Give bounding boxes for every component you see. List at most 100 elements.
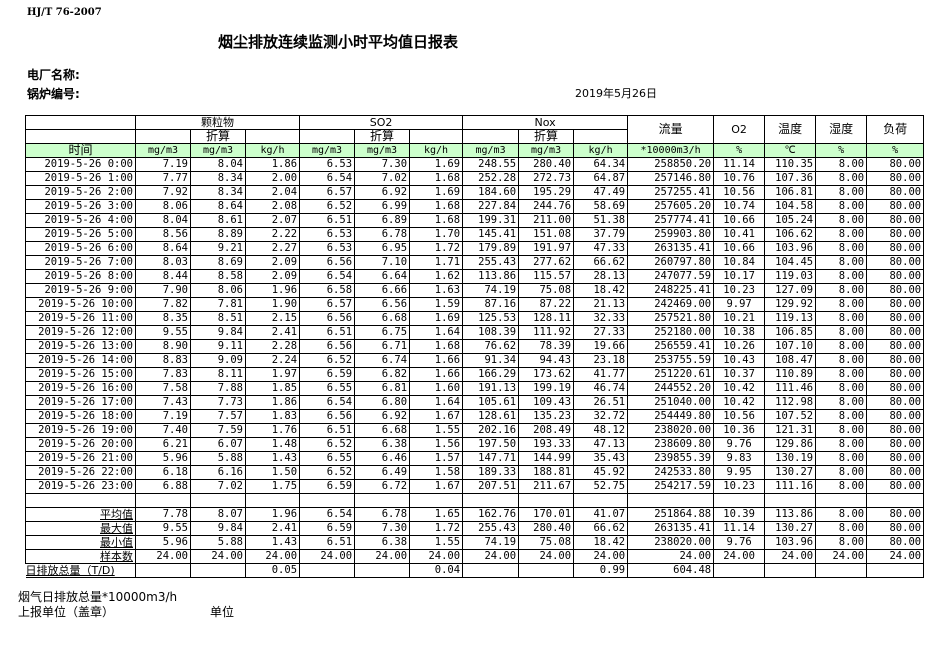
value-cell: 7.82 xyxy=(135,297,191,312)
value-cell: 8.00 xyxy=(815,395,868,410)
value-cell: 8.51 xyxy=(190,311,246,326)
value-cell: 32.33 xyxy=(573,311,629,326)
value-cell: 75.08 xyxy=(518,535,575,550)
value-cell: 5.88 xyxy=(190,451,246,466)
value-cell: 24.00 xyxy=(135,549,191,564)
value-cell: 10.66 xyxy=(713,213,766,228)
header-converted: 折算 xyxy=(518,129,575,144)
value-cell: 0.05 xyxy=(244,563,301,578)
value-cell: 1.75 xyxy=(244,479,301,494)
value-cell: 6.07 xyxy=(190,437,246,452)
value-cell: 107.10 xyxy=(764,339,817,354)
value-cell: 130.27 xyxy=(764,521,817,536)
value-cell: 1.69 xyxy=(409,185,464,200)
value-cell: 8.00 xyxy=(815,325,868,340)
value-cell: 6.71 xyxy=(354,339,411,354)
value-cell: 8.58 xyxy=(190,269,246,284)
value-cell: 94.43 xyxy=(518,353,575,368)
value-cell: 1.57 xyxy=(409,451,464,466)
table-row: 2019-5-26 6:00 8.64 9.21 2.27 6.53 6.95 1.72 17… xyxy=(25,241,925,256)
value-cell: 7.92 xyxy=(135,185,191,200)
value-cell: 1.66 xyxy=(409,367,464,382)
value-cell: 8.03 xyxy=(135,255,191,270)
header-blank xyxy=(25,115,136,130)
value-cell: 24.00 xyxy=(866,549,925,564)
value-cell: 6.18 xyxy=(135,465,191,480)
value-cell: 37.79 xyxy=(573,227,629,242)
table-row: 2019-5-26 2:00 7.92 8.34 2.04 6.57 6.92 1.69 18… xyxy=(25,185,925,200)
value-cell: 8.00 xyxy=(815,465,868,480)
value-cell: 7.59 xyxy=(190,423,246,438)
value-cell: 1.68 xyxy=(409,339,464,354)
value-cell: 1.83 xyxy=(244,409,301,424)
value-cell: 166.29 xyxy=(462,367,520,382)
value-cell: 26.51 xyxy=(573,395,629,410)
value-cell: 263135.41 xyxy=(627,241,715,256)
empty-cell xyxy=(244,493,301,508)
value-cell: 8.64 xyxy=(190,199,246,214)
value-cell: 80.00 xyxy=(866,199,925,214)
value-cell: 6.75 xyxy=(354,325,411,340)
value-cell: 80.00 xyxy=(866,297,925,312)
flue-gas-total-label: 烟气日排放总量*10000m3/h xyxy=(18,590,178,604)
value-cell: 252.28 xyxy=(462,171,520,186)
value-cell: 189.33 xyxy=(462,465,520,480)
value-cell: 6.57 xyxy=(299,185,356,200)
value-cell: 6.16 xyxy=(190,465,246,480)
unit-cell: % xyxy=(815,143,868,158)
value-cell: 7.10 xyxy=(354,255,411,270)
value-cell: 46.74 xyxy=(573,381,629,396)
value-cell: 80.00 xyxy=(866,227,925,242)
value-cell: 8.00 xyxy=(815,255,868,270)
value-cell: 6.72 xyxy=(354,479,411,494)
value-cell: 8.90 xyxy=(135,339,191,354)
value-cell: 119.13 xyxy=(764,311,817,326)
value-cell: 24.00 xyxy=(573,549,629,564)
empty-cell xyxy=(354,493,411,508)
value-cell: 80.00 xyxy=(866,465,925,480)
value-cell: 8.35 xyxy=(135,311,191,326)
value-cell: 80.00 xyxy=(866,423,925,438)
value-cell: 6.58 xyxy=(299,283,356,298)
table-row: 2019-5-26 5:00 8.56 8.89 2.22 6.53 6.78 1.70 14… xyxy=(25,227,925,242)
value-cell: 10.42 xyxy=(713,381,766,396)
value-cell: 1.72 xyxy=(409,521,464,536)
header-row-groups: 颗粒物 SO2 Nox 流量 O2 温度 湿度 负荷 xyxy=(25,115,925,144)
value-cell: 202.16 xyxy=(462,423,520,438)
value-cell: 247077.59 xyxy=(627,269,715,284)
footer: 烟气日排放总量*10000m3/h 上报单位（盖章） 单位 xyxy=(18,590,923,620)
value-cell: 10.43 xyxy=(713,353,766,368)
value-cell: 24.00 xyxy=(354,549,411,564)
value-cell: 1.86 xyxy=(244,157,301,172)
value-cell: 24.00 xyxy=(627,549,715,564)
value-cell: 6.89 xyxy=(354,213,411,228)
value-cell: 10.66 xyxy=(713,241,766,256)
value-cell: 52.75 xyxy=(573,479,629,494)
value-cell: 8.56 xyxy=(135,227,191,242)
value-cell: 8.69 xyxy=(190,255,246,270)
summary-label: 最小值 xyxy=(25,535,136,550)
empty-cell xyxy=(135,493,191,508)
value-cell xyxy=(135,563,191,578)
time-cell: 2019-5-26 18:00 xyxy=(25,409,136,424)
value-cell: 111.16 xyxy=(764,479,817,494)
value-cell: 162.76 xyxy=(462,507,520,522)
value-cell: 604.48 xyxy=(627,563,715,578)
value-cell: 8.34 xyxy=(190,171,246,186)
value-cell: 6.51 xyxy=(299,213,356,228)
value-cell: 251220.61 xyxy=(627,367,715,382)
value-cell: 80.00 xyxy=(866,409,925,424)
value-cell: 179.89 xyxy=(462,241,520,256)
value-cell: 128.11 xyxy=(518,311,575,326)
report-date: 2019年5月26日 xyxy=(575,87,657,100)
value-cell: 121.31 xyxy=(764,423,817,438)
value-cell: 109.43 xyxy=(518,395,575,410)
value-cell: 1.69 xyxy=(409,311,464,326)
value-cell: 113.86 xyxy=(462,269,520,284)
unit-cell: *10000m3/h xyxy=(627,143,715,158)
value-cell: 1.43 xyxy=(244,451,301,466)
value-cell: 7.40 xyxy=(135,423,191,438)
value-cell: 6.51 xyxy=(299,423,356,438)
value-cell: 23.18 xyxy=(573,353,629,368)
summary-row: 日排放总量（T/D) 0.05 0.04 0.99 604.48 xyxy=(25,563,925,578)
